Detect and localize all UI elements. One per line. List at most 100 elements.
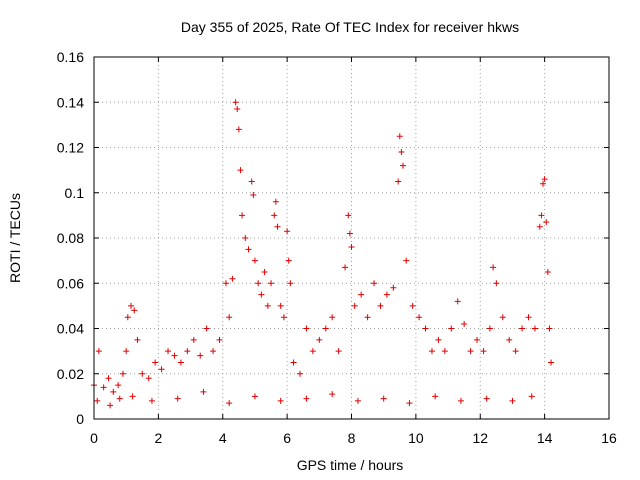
data-point xyxy=(396,133,403,140)
data-point xyxy=(177,359,184,366)
data-point xyxy=(226,314,233,321)
data-point xyxy=(280,314,287,321)
data-point xyxy=(235,126,242,133)
data-point xyxy=(335,348,342,355)
data-point xyxy=(528,393,535,400)
data-point xyxy=(409,302,416,309)
data-point xyxy=(290,359,297,366)
x-tick-label: 12 xyxy=(472,430,488,446)
data-point xyxy=(364,314,371,321)
y-tick-label: 0.08 xyxy=(57,230,84,246)
data-point xyxy=(277,397,284,404)
data-point xyxy=(105,375,112,382)
data-point xyxy=(342,264,349,271)
data-point xyxy=(322,325,329,332)
data-point xyxy=(309,348,316,355)
data-point xyxy=(272,198,279,205)
data-point xyxy=(540,180,547,187)
data-point xyxy=(448,325,455,332)
x-axis-label: GPS time / hours xyxy=(297,457,404,473)
chart-title: Day 355 of 2025, Rate Of TEC Index for r… xyxy=(181,19,519,35)
data-point xyxy=(538,212,545,219)
data-point xyxy=(284,228,291,235)
data-point xyxy=(158,366,165,373)
data-point xyxy=(124,314,131,321)
y-tick-label: 0 xyxy=(76,411,84,427)
data-point xyxy=(474,336,481,343)
data-point xyxy=(258,291,265,298)
data-point xyxy=(329,314,336,321)
data-point xyxy=(222,280,229,287)
data-point xyxy=(287,280,294,287)
data-point xyxy=(525,314,532,321)
data-point xyxy=(129,393,136,400)
data-point xyxy=(145,375,152,382)
data-point xyxy=(123,348,130,355)
data-point xyxy=(390,284,397,291)
data-point xyxy=(512,348,519,355)
data-point xyxy=(184,348,191,355)
data-point xyxy=(519,325,526,332)
data-point xyxy=(351,302,358,309)
data-point xyxy=(499,314,506,321)
data-point xyxy=(107,402,114,409)
data-point xyxy=(541,176,548,183)
x-tick-label: 0 xyxy=(90,430,98,446)
data-point xyxy=(134,336,141,343)
y-tick-label: 0.16 xyxy=(57,49,84,65)
data-point xyxy=(274,223,281,230)
data-point xyxy=(248,178,255,185)
data-point xyxy=(454,298,461,305)
data-point xyxy=(277,302,284,309)
data-point xyxy=(251,393,258,400)
axis-ticks xyxy=(93,56,610,420)
data-point xyxy=(152,359,159,366)
data-point xyxy=(197,352,204,359)
data-point xyxy=(467,348,474,355)
data-point xyxy=(461,320,468,327)
y-tick-label: 0.04 xyxy=(57,321,84,337)
data-point xyxy=(480,348,487,355)
data-point xyxy=(232,99,239,106)
data-point xyxy=(226,400,233,407)
data-point xyxy=(285,257,292,264)
data-point xyxy=(441,348,448,355)
data-point xyxy=(493,280,500,287)
data-point xyxy=(348,244,355,251)
data-point xyxy=(432,393,439,400)
data-point xyxy=(242,235,249,241)
data-point xyxy=(354,397,361,404)
data-point xyxy=(115,382,122,389)
y-axis-label: ROTI / TECUs xyxy=(7,193,23,283)
data-point xyxy=(131,307,138,314)
data-point xyxy=(428,348,435,355)
data-point xyxy=(346,230,353,237)
data-point xyxy=(203,325,210,332)
data-point xyxy=(400,162,406,169)
data-points xyxy=(91,99,555,409)
data-point xyxy=(457,397,464,404)
data-point xyxy=(210,348,217,355)
data-point xyxy=(544,268,551,275)
data-point xyxy=(509,397,516,404)
data-point xyxy=(271,212,278,219)
data-point xyxy=(245,246,252,253)
data-point xyxy=(234,106,241,113)
data-point xyxy=(250,192,257,199)
data-point xyxy=(229,275,236,282)
data-point xyxy=(345,212,352,219)
data-point xyxy=(237,167,244,174)
data-point xyxy=(200,388,207,395)
data-point xyxy=(94,397,101,404)
data-point xyxy=(95,348,102,355)
data-point xyxy=(548,359,555,366)
data-point xyxy=(543,219,550,226)
data-point xyxy=(171,352,178,359)
data-point xyxy=(216,336,223,343)
data-point xyxy=(119,370,126,377)
data-point xyxy=(165,348,172,355)
y-tick-labels: 0 0.02 0.04 0.06 0.08 0.1 0.12 0.14 0.16 xyxy=(57,49,84,427)
data-point xyxy=(486,325,493,332)
y-tick-label: 0.1 xyxy=(65,185,85,201)
